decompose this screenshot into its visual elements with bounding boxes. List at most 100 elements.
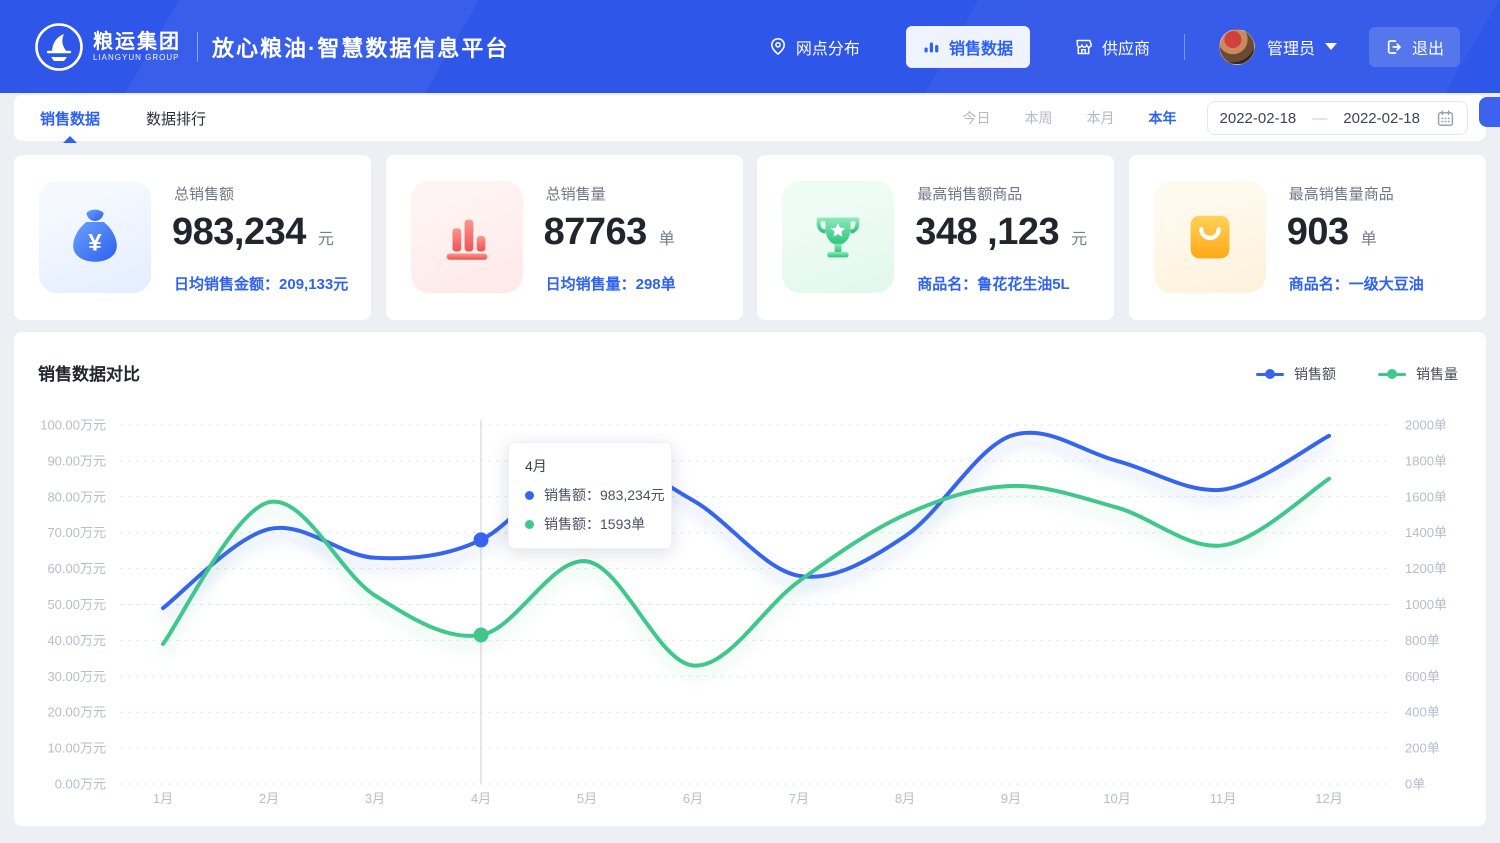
nav-item-label: 供应商 <box>1101 40 1150 58</box>
app-header: 粮运集团 LIANGYUN GROUP 放心粮油·智慧数据信息平台 网点分布 销… <box>0 0 1500 93</box>
brand-name-en: LIANGYUN GROUP <box>93 53 180 62</box>
date-range-picker[interactable]: 2022-02-18 — 2022-02-18 <box>1206 101 1468 135</box>
card-unit: 元 <box>317 231 334 248</box>
nav-item-label: 网点分布 <box>795 40 860 58</box>
tabs: 销售数据 数据排行 <box>40 94 206 143</box>
tab-sales-data[interactable]: 销售数据 <box>40 94 100 143</box>
svg-text:1600单: 1600单 <box>1405 489 1447 504</box>
svg-text:11月: 11月 <box>1210 791 1237 806</box>
svg-text:0.00万元: 0.00万元 <box>55 777 106 792</box>
card-top-amount-product: 最高销售额商品 348 ,123 元 商品名：鲁花花生油5L <box>757 155 1115 320</box>
svg-text:40.00万元: 40.00万元 <box>47 633 106 648</box>
range-today[interactable]: 今日 <box>962 110 991 126</box>
shopping-bag-icon <box>1153 181 1266 293</box>
location-pin-icon <box>770 37 785 55</box>
svg-text:8月: 8月 <box>895 791 915 806</box>
trophy-icon <box>782 181 895 293</box>
svg-text:1200单: 1200单 <box>1405 561 1447 576</box>
svg-text:9月: 9月 <box>1001 791 1021 806</box>
quick-ranges: 今日 本周 本月 本年 <box>963 108 1177 128</box>
date-start: 2022-02-18 <box>1219 109 1297 127</box>
chevron-down-icon[interactable] <box>1324 43 1337 50</box>
card-unit: 元 <box>1071 231 1088 248</box>
range-this-year[interactable]: 本年 <box>1148 110 1177 126</box>
svg-text:2月: 2月 <box>259 791 279 806</box>
user-name[interactable]: 管理员 <box>1266 40 1315 58</box>
toolbar: 销售数据 数据排行 今日 本周 本月 本年 2022-02-18 — 2022-… <box>14 95 1486 141</box>
tab-data-ranking[interactable]: 数据排行 <box>146 110 207 128</box>
card-label: 最高销售额商品 <box>917 186 1023 203</box>
svg-text:0单: 0单 <box>1405 777 1425 792</box>
date-separator: — <box>1312 109 1328 127</box>
bar-chart-icon <box>924 42 939 53</box>
brand-logo-icon <box>35 22 83 71</box>
svg-text:600单: 600单 <box>1405 669 1440 684</box>
tooltip-row: 销售额：1593单 <box>525 514 655 534</box>
card-label: 总销售额 <box>174 186 235 203</box>
svg-text:200单: 200单 <box>1405 741 1440 756</box>
legend-item-sales-amount[interactable]: 销售额 <box>1256 364 1336 384</box>
svg-text:10月: 10月 <box>1103 791 1130 806</box>
nav-item-network[interactable]: 网点分布 <box>769 35 860 59</box>
legend-marker <box>1378 369 1406 379</box>
card-value: 348 ,123 <box>915 211 1060 253</box>
nav-item-label: 销售数据 <box>948 40 1013 58</box>
legend-item-sales-volume[interactable]: 销售量 <box>1378 364 1458 384</box>
svg-text:70.00万元: 70.00万元 <box>47 525 106 540</box>
sales-comparison-panel: 销售数据对比 销售额 销售量 100.00万元 2000单 90.00万元 1800单… <box>14 332 1486 826</box>
svg-text:¥: ¥ <box>88 230 102 257</box>
svg-text:7月: 7月 <box>789 791 809 806</box>
nav-item-suppliers[interactable]: 供应商 <box>1074 35 1150 59</box>
card-subtext: 日均销售金额：209,133元 <box>174 276 349 293</box>
svg-text:60.00万元: 60.00万元 <box>47 561 106 576</box>
avatar[interactable] <box>1218 28 1255 65</box>
header-divider <box>1183 33 1185 60</box>
svg-text:50.00万元: 50.00万元 <box>47 597 106 612</box>
svg-text:1月: 1月 <box>153 791 173 806</box>
svg-text:3月: 3月 <box>365 791 385 806</box>
card-value: 903 <box>1286 211 1349 253</box>
svg-text:10.00万元: 10.00万元 <box>47 741 106 756</box>
brand: 粮运集团 LIANGYUN GROUP <box>34 22 181 72</box>
svg-text:400单: 400单 <box>1405 705 1440 720</box>
chart-legend: 销售额 销售量 <box>1256 364 1458 384</box>
chart-tooltip: 4月 销售额：983,234元 销售额：1593单 <box>508 442 672 549</box>
svg-text:20.00万元: 20.00万元 <box>47 705 106 720</box>
svg-text:100.00万元: 100.00万元 <box>40 418 106 433</box>
card-unit: 单 <box>658 231 675 248</box>
nav-item-sales-data[interactable]: 销售数据 <box>905 25 1030 68</box>
svg-text:5月: 5月 <box>577 791 597 806</box>
card-label: 总销售量 <box>545 186 606 203</box>
svg-text:80.00万元: 80.00万元 <box>47 489 106 504</box>
range-this-week[interactable]: 本周 <box>1024 110 1053 126</box>
bar-chart-stat-icon <box>410 181 523 293</box>
range-this-month[interactable]: 本月 <box>1086 110 1115 126</box>
svg-text:1400单: 1400单 <box>1405 525 1447 540</box>
card-label: 最高销售量商品 <box>1288 186 1394 203</box>
tooltip-title: 4月 <box>525 458 547 474</box>
svg-text:4月: 4月 <box>471 791 491 806</box>
edge-cutoff-button[interactable] <box>1479 97 1500 127</box>
stat-cards: ¥ 总销售额 983,234 元 日均销售金额：209,133元 总销售量 <box>14 155 1486 320</box>
date-end: 2022-02-18 <box>1343 109 1420 127</box>
svg-text:12月: 12月 <box>1315 791 1342 806</box>
logout-button[interactable]: 退出 <box>1368 26 1460 67</box>
tooltip-row: 销售额：983,234元 <box>525 485 665 505</box>
svg-text:90.00万元: 90.00万元 <box>47 453 106 468</box>
card-value: 87763 <box>543 211 648 253</box>
card-subtext: 商品名：鲁花花生油5L <box>917 276 1070 293</box>
card-value: 983,234 <box>172 211 306 253</box>
card-subtext: 日均销售量：298单 <box>545 276 676 293</box>
chart-title: 销售数据对比 <box>38 365 140 384</box>
svg-text:2000单: 2000单 <box>1405 418 1447 433</box>
card-unit: 单 <box>1360 231 1377 248</box>
brand-divider <box>197 31 198 62</box>
svg-text:6月: 6月 <box>683 791 703 806</box>
svg-text:1800单: 1800单 <box>1405 453 1447 468</box>
line-chart[interactable]: 100.00万元 2000单 90.00万元 1800单 80.00万元 1600单 70.… <box>14 332 1486 826</box>
shop-icon <box>1076 39 1092 54</box>
card-subtext: 商品名：一级大豆油 <box>1288 276 1424 293</box>
money-bag-icon: ¥ <box>39 181 151 293</box>
card-total-sales-volume: 总销售量 87763 单 日均销售量：298单 <box>385 155 743 320</box>
calendar-icon <box>1437 109 1454 126</box>
